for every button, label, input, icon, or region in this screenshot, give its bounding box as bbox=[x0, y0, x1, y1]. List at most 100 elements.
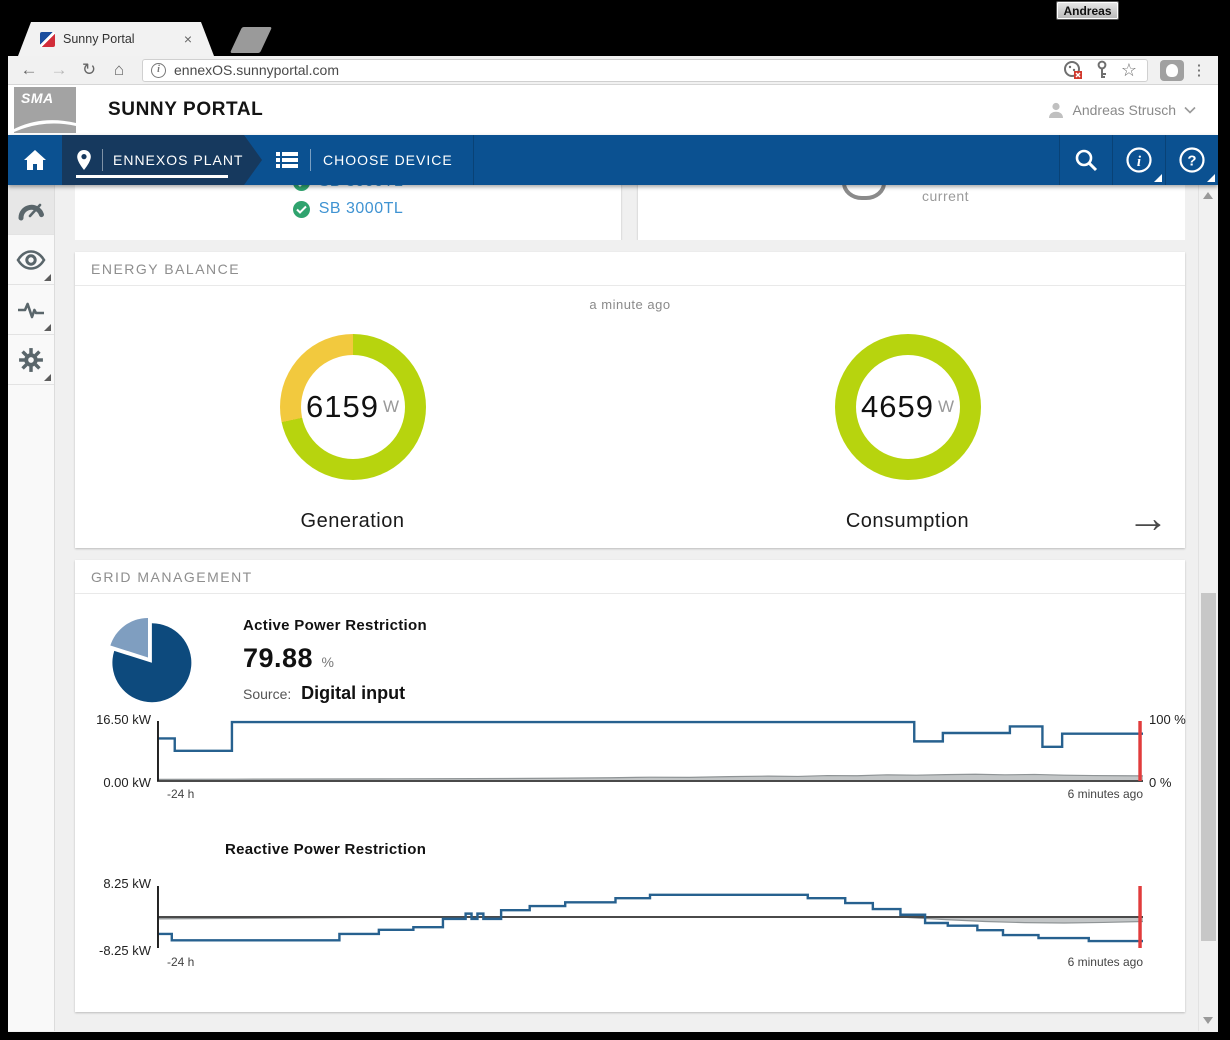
source-label: Source: bbox=[243, 686, 292, 702]
reload-icon[interactable]: ↻ bbox=[81, 60, 97, 79]
tab-title: Sunny Portal bbox=[63, 32, 135, 46]
browser-toolbar: ← → ↻ ⌂ i ennexOS.sunnyportal.com ☆ bbox=[8, 56, 1218, 85]
browser-menu-icon[interactable]: ⋮ bbox=[1191, 62, 1207, 79]
arrow-right-icon[interactable]: → bbox=[1127, 494, 1169, 541]
app-title: SUNNY PORTAL bbox=[108, 99, 264, 120]
energy-balance-card: ENERGY BALANCE a minute ago 6159 W Gener… bbox=[75, 252, 1185, 548]
user-menu[interactable]: Andreas Strusch bbox=[1047, 101, 1197, 119]
page-scrollbar[interactable] bbox=[1198, 185, 1217, 1031]
nav-search-button[interactable] bbox=[1059, 135, 1112, 185]
y-axis-right-min-label: 0 % bbox=[1149, 775, 1172, 790]
sidebar bbox=[8, 185, 55, 1031]
status-text: current bbox=[922, 188, 970, 204]
help-icon: ? bbox=[1179, 147, 1205, 173]
submenu-corner-marker bbox=[1207, 174, 1215, 182]
generation-label: Generation bbox=[300, 510, 405, 532]
chevron-down-icon bbox=[1184, 106, 1196, 114]
browser-tab[interactable]: Sunny Portal × bbox=[18, 22, 214, 56]
active-tab-underline bbox=[76, 175, 228, 178]
sma-logo-text: SMA bbox=[21, 90, 54, 106]
consumption-label: Consumption bbox=[845, 510, 970, 532]
x-axis-start-label: -24 h bbox=[167, 955, 195, 969]
app-header: SMA SUNNY PORTAL Andreas Strusch bbox=[8, 85, 1218, 135]
scroll-down-arrow[interactable] bbox=[1203, 1017, 1213, 1024]
divider bbox=[310, 149, 311, 171]
reactive-power-chart: 8.25 kW -8.25 kW bbox=[75, 876, 1185, 958]
status-card: current bbox=[638, 185, 1185, 240]
scrollbar-thumb[interactable] bbox=[1201, 593, 1216, 941]
submenu-corner-marker bbox=[44, 274, 51, 281]
nav-tab-choose-device[interactable]: CHOOSE DEVICE bbox=[262, 135, 474, 185]
pulse-icon bbox=[18, 302, 44, 318]
consumption-donut-group: 4659 W Consumption bbox=[630, 334, 1185, 533]
extension-button[interactable] bbox=[1160, 59, 1184, 81]
nav-help-button[interactable]: ? bbox=[1165, 135, 1218, 185]
generation-unit: W bbox=[382, 397, 399, 416]
updated-timestamp: a minute ago bbox=[589, 297, 671, 312]
url-text[interactable]: ennexOS.sunnyportal.com bbox=[174, 62, 339, 78]
scroll-up-arrow[interactable] bbox=[1203, 192, 1213, 199]
source-value: Digital input bbox=[301, 683, 406, 703]
active-power-pie-chart bbox=[110, 617, 192, 703]
browser-window: Sunny Portal × ← → ↻ ⌂ i ennexOS.sunnypo… bbox=[8, 22, 1218, 1032]
active-power-plot bbox=[157, 718, 1143, 782]
card-title: ENERGY BALANCE bbox=[75, 252, 1185, 286]
home-icon bbox=[24, 150, 46, 170]
reactive-power-heading: Reactive Power Restriction bbox=[225, 841, 427, 858]
page-info-icon[interactable]: i bbox=[151, 62, 166, 78]
tab-strip: Sunny Portal × bbox=[8, 22, 1218, 56]
check-circle-icon bbox=[292, 185, 310, 191]
svg-text:?: ? bbox=[1187, 153, 1196, 170]
y-axis-min-label: 0.00 kW bbox=[103, 775, 151, 790]
sma-logo[interactable]: SMA bbox=[14, 87, 76, 133]
consumption-donut-chart[interactable]: 4659 W bbox=[834, 334, 981, 480]
status-gauge-icon bbox=[842, 185, 886, 200]
bookmark-star-icon[interactable]: ☆ bbox=[1120, 60, 1137, 80]
forward-icon[interactable]: → bbox=[50, 60, 68, 79]
user-avatar-icon bbox=[1048, 102, 1063, 118]
eye-icon bbox=[16, 249, 46, 270]
device-list-item[interactable]: SB 3000TL bbox=[75, 185, 621, 192]
y-axis-max-label: 8.25 kW bbox=[103, 876, 151, 891]
consumption-unit: W bbox=[937, 397, 954, 416]
nav-info-button[interactable]: i bbox=[1112, 135, 1165, 185]
generation-value: 6159 bbox=[305, 389, 379, 424]
browser-home-icon[interactable]: ⌂ bbox=[113, 60, 125, 79]
generation-donut-chart[interactable]: 6159 W bbox=[279, 334, 426, 480]
svg-text:i: i bbox=[1137, 154, 1142, 170]
divider bbox=[102, 149, 103, 171]
close-tab-icon[interactable]: × bbox=[183, 31, 192, 47]
active-power-value: 79.88 bbox=[243, 643, 314, 673]
top-cards-row: SB 3000TL SB 3000TL current bbox=[75, 185, 1185, 240]
nav-home-button[interactable] bbox=[8, 135, 62, 185]
device-list-item[interactable]: SB 3000TL bbox=[75, 199, 621, 219]
active-power-chart: 16.50 kW 0.00 kW 100 % 0 % bbox=[75, 712, 1186, 790]
submenu-corner-marker bbox=[1154, 174, 1162, 182]
sidebar-item-dashboard[interactable] bbox=[8, 185, 54, 235]
address-bar[interactable]: i ennexOS.sunnyportal.com ☆ bbox=[142, 58, 1148, 82]
submenu-corner-marker bbox=[44, 374, 51, 381]
nav-tab-plant[interactable]: ENNEXOS PLANT bbox=[62, 135, 262, 185]
device-name[interactable]: SB 3000TL bbox=[319, 185, 404, 191]
nav-plant-label: ENNEXOS PLANT bbox=[113, 152, 244, 168]
vm-session-badge[interactable]: Andreas bbox=[1056, 1, 1119, 20]
reactive-power-plot bbox=[157, 886, 1143, 948]
sma-logo-swoosh bbox=[14, 120, 76, 132]
key-icon[interactable] bbox=[1095, 60, 1109, 80]
sidebar-item-analysis[interactable] bbox=[8, 285, 54, 335]
devices-card: SB 3000TL SB 3000TL bbox=[75, 185, 621, 240]
y-axis-min-label: -8.25 kW bbox=[98, 943, 151, 958]
user-name: Andreas Strusch bbox=[1072, 102, 1177, 118]
x-axis-start-label: -24 h bbox=[167, 787, 195, 801]
new-tab-button[interactable] bbox=[229, 27, 273, 53]
sma-favicon-icon bbox=[40, 32, 55, 47]
device-name[interactable]: SB 3000TL bbox=[318, 200, 404, 217]
search-icon bbox=[1075, 149, 1098, 172]
submenu-corner-marker bbox=[44, 324, 51, 331]
location-pin-icon bbox=[76, 149, 92, 171]
cookie-blocked-icon[interactable] bbox=[1063, 60, 1083, 80]
sidebar-item-configuration[interactable] bbox=[8, 335, 54, 385]
back-icon[interactable]: ← bbox=[20, 60, 38, 79]
y-axis-max-label: 16.50 kW bbox=[96, 712, 151, 727]
sidebar-item-monitoring[interactable] bbox=[8, 235, 54, 285]
